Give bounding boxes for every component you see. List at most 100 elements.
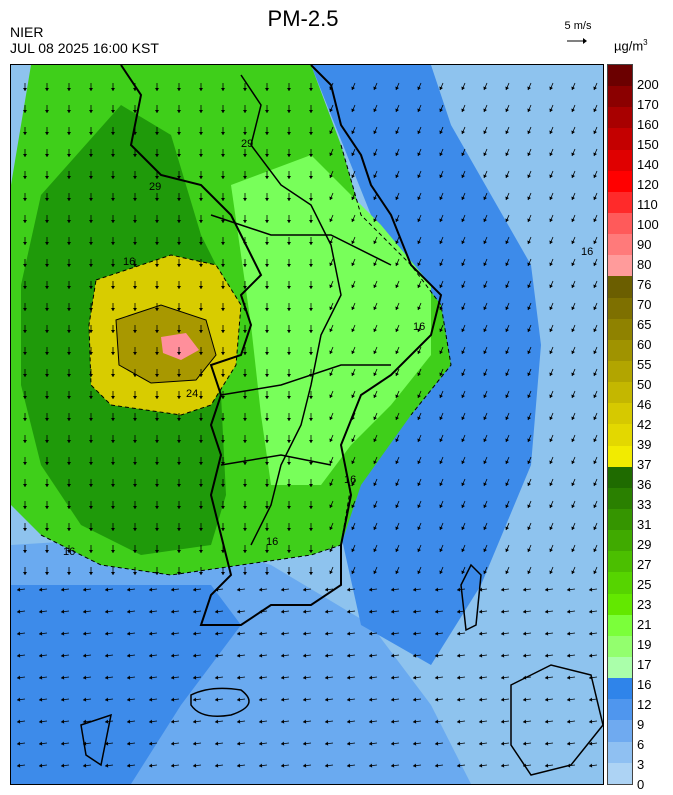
wind-arrowhead-icon <box>369 697 373 702</box>
wind-arrowhead-icon <box>309 110 313 113</box>
colorbar-segment <box>608 741 632 763</box>
wind-arrowhead-icon <box>243 418 247 421</box>
wind-arrowhead-icon <box>549 174 554 178</box>
wind-arrowhead-icon <box>549 482 554 486</box>
wind-arrowhead-icon <box>177 550 181 553</box>
wind-arrowhead-icon <box>45 286 49 289</box>
contour-label: 29 <box>241 138 253 150</box>
wind-arrowhead-icon <box>287 308 291 311</box>
wind-arrowhead-icon <box>505 130 510 134</box>
wind-arrowhead-icon <box>243 462 247 465</box>
wind-arrowhead-icon <box>347 675 351 680</box>
wind-arrowhead-icon <box>351 460 356 464</box>
wind-arrowhead-icon <box>461 306 466 310</box>
wind-arrowhead-icon <box>105 675 109 680</box>
colorbar-segment <box>608 762 632 784</box>
wind-arrowhead-icon <box>309 88 313 91</box>
wind-arrowhead-icon <box>417 108 422 112</box>
wind-arrowhead-icon <box>23 440 27 443</box>
wind-arrowhead-icon <box>243 176 247 179</box>
wind-arrowhead-icon <box>303 763 307 768</box>
wind-arrowhead-icon <box>439 504 444 508</box>
wind-arrowhead-icon <box>523 631 527 636</box>
wind-arrowhead-icon <box>105 587 109 592</box>
wind-arrowhead-icon <box>391 741 395 746</box>
wind-arrowhead-icon <box>45 132 49 135</box>
wind-arrowhead-icon <box>127 631 131 636</box>
contour-label: 29 <box>149 181 161 193</box>
colorbar-label: 150 <box>637 137 659 152</box>
wind-arrowhead-icon <box>221 88 225 91</box>
wind-arrowhead-icon <box>567 631 571 636</box>
wind-arrowhead-icon <box>351 174 356 178</box>
wind-arrowhead-icon <box>45 374 49 377</box>
wind-arrowhead-icon <box>193 653 197 658</box>
wind-arrowhead-icon <box>133 154 137 157</box>
pm25-map[interactable]: 16 16 16 16 24 29 29 16 16 <box>10 64 604 785</box>
wind-arrowhead-icon <box>435 631 439 636</box>
wind-arrowhead-icon <box>155 506 159 509</box>
wind-arrowhead-icon <box>351 196 356 200</box>
wind-arrowhead-icon <box>435 763 439 768</box>
wind-arrowhead-icon <box>89 396 93 399</box>
wind-arrowhead-icon <box>221 418 225 421</box>
wind-arrowhead-icon <box>439 262 444 266</box>
wind-arrowhead-icon <box>593 196 598 200</box>
wind-arrowhead-icon <box>265 418 269 421</box>
colorbar-segment <box>608 382 632 404</box>
wind-arrowhead-icon <box>417 284 422 288</box>
wind-arrowhead-icon <box>589 763 593 768</box>
wind-arrowhead-icon <box>155 88 159 91</box>
wind-arrowhead-icon <box>111 418 115 421</box>
wind-arrowhead-icon <box>545 653 549 658</box>
wind-arrowhead-icon <box>199 110 203 113</box>
wind-arrowhead-icon <box>23 374 27 377</box>
wind-arrowhead-icon <box>439 482 444 486</box>
wind-arrowhead-icon <box>391 763 395 768</box>
wind-arrowhead-icon <box>89 198 93 201</box>
wind-arrowhead-icon <box>45 528 49 531</box>
wind-arrowhead-icon <box>593 218 598 222</box>
wind-arrowhead-icon <box>155 154 159 157</box>
wind-arrowhead-icon <box>89 176 93 179</box>
wind-arrowhead-icon <box>417 262 422 266</box>
wind-arrowhead-icon <box>329 394 334 398</box>
wind-arrowhead-icon <box>571 86 576 90</box>
wind-arrowhead-icon <box>545 609 549 614</box>
wind-arrowhead-icon <box>193 609 197 614</box>
wind-arrowhead-icon <box>417 152 422 156</box>
wind-arrowhead-icon <box>567 719 571 724</box>
wind-arrowhead-icon <box>439 240 444 244</box>
wind-arrowhead-icon <box>373 372 378 376</box>
map-canvas: 16 16 16 16 24 29 29 16 16 <box>11 65 603 784</box>
wind-arrowhead-icon <box>483 482 488 486</box>
colorbar-segment <box>608 212 632 235</box>
wind-arrowhead-icon <box>329 218 334 222</box>
wind-arrowhead-icon <box>395 174 400 178</box>
wind-arrowhead-icon <box>373 394 378 398</box>
wind-arrowhead-icon <box>435 609 439 614</box>
wind-arrowhead-icon <box>351 372 356 376</box>
wind-arrowhead-icon <box>457 675 461 680</box>
wind-arrowhead-icon <box>413 609 417 614</box>
wind-arrowhead-icon <box>571 482 576 486</box>
wind-arrowhead-icon <box>483 284 488 288</box>
wind-arrowhead-icon <box>501 609 505 614</box>
wind-arrowhead-icon <box>479 653 483 658</box>
colorbar-segment <box>608 551 632 573</box>
wind-arrowhead-icon <box>89 374 93 377</box>
wind-arrowhead-icon <box>221 220 225 223</box>
wind-arrowhead-icon <box>309 506 313 509</box>
wind-arrowhead-icon <box>243 242 247 245</box>
wind-arrowhead-icon <box>505 328 510 332</box>
wind-arrowhead-icon <box>61 741 65 746</box>
wind-arrowhead-icon <box>39 675 43 680</box>
wind-arrowhead-icon <box>549 284 554 288</box>
wind-arrowhead-icon <box>417 372 422 376</box>
sea-dark-zone <box>11 585 241 784</box>
wind-arrowhead-icon <box>501 587 505 592</box>
colorbar-segment <box>608 149 632 171</box>
wind-arrowhead-icon <box>265 154 269 157</box>
wind-arrowhead-icon <box>439 174 444 178</box>
wind-arrowhead-icon <box>127 653 131 658</box>
